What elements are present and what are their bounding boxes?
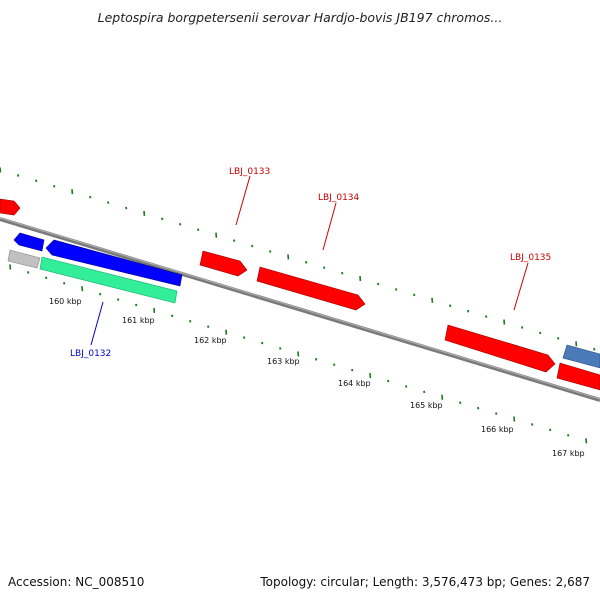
gene-teal[interactable] (39, 256, 178, 304)
topology-label: Topology: circular; Length: 3,576,473 bp… (260, 575, 590, 589)
map-title: Leptospira borgpetersenii serovar Hardjo… (97, 10, 503, 25)
leader-lbj-0134 (322, 202, 337, 251)
leader-lbj-0132 (90, 301, 104, 346)
scale-label-167: 167 kbp (552, 449, 585, 458)
gene-gray[interactable] (7, 249, 41, 269)
gene-red-right-partial[interactable] (556, 362, 600, 391)
gene-lbj-0135[interactable] (444, 324, 556, 373)
gene-label-lbj-0133: LBJ_0133 (229, 167, 270, 177)
backbone-highlight (0, 217, 600, 400)
gene-label-lbj-0132: LBJ_0132 (70, 349, 111, 359)
gene-lbj-0133[interactable] (199, 250, 248, 277)
accession-label: Accession: NC_008510 (8, 575, 145, 589)
gene-lbj-0134[interactable] (256, 266, 366, 311)
gene-steel-partial[interactable] (562, 344, 600, 369)
scale-label-162: 162 kbp (194, 336, 227, 345)
inner-tick-band (9, 264, 588, 444)
leader-lbj-0133 (235, 175, 251, 226)
gene-blue-small[interactable] (13, 232, 45, 252)
leader-lbj-0135 (513, 262, 529, 311)
scale-label-166: 166 kbp (481, 425, 514, 434)
gene-blue-long[interactable] (45, 239, 183, 287)
scale-label-165: 165 kbp (410, 401, 443, 410)
scale-label-161: 161 kbp (122, 316, 155, 325)
outer-tick-band (0, 167, 596, 351)
gene-label-lbj-0135: LBJ_0135 (510, 253, 551, 263)
scale-label-160: 160 kbp (49, 297, 82, 306)
gene-label-lbj-0134: LBJ_0134 (318, 193, 360, 203)
scale-label-164: 164 kbp (338, 379, 371, 388)
gene-red-partial[interactable] (0, 198, 21, 216)
scale-label-163: 163 kbp (267, 357, 300, 366)
backbone-line (0, 217, 600, 402)
